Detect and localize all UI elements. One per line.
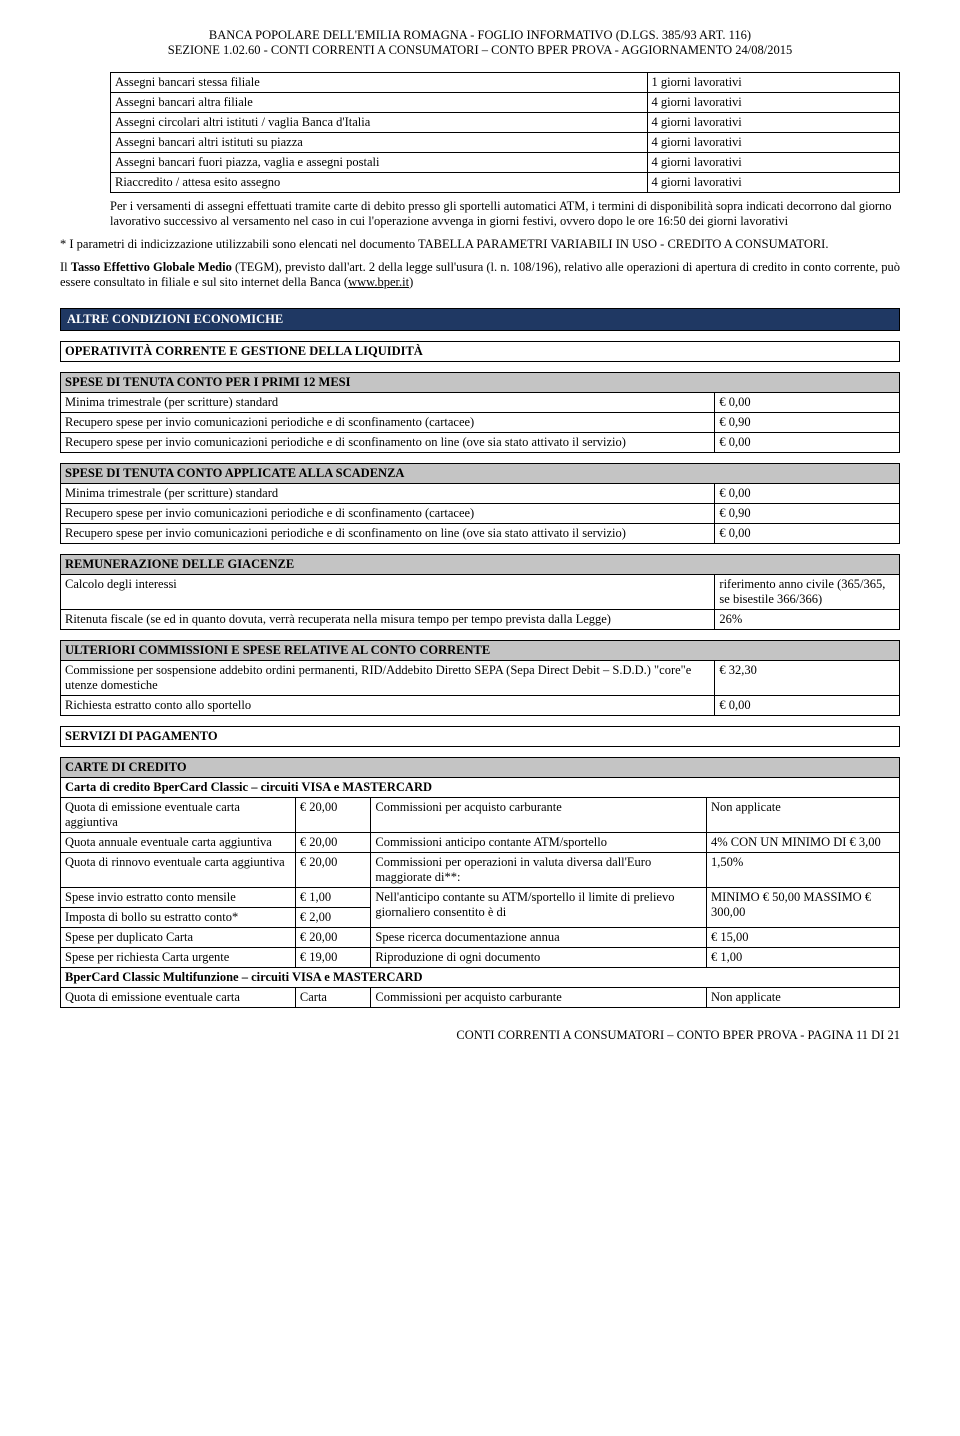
row-value: € 32,30 <box>715 661 900 696</box>
row-label: Calcolo degli interessi <box>61 575 715 610</box>
versamenti-note: Per i versamenti di assegni effettuati t… <box>110 199 900 229</box>
cc-col2: € 20,00 <box>295 853 371 888</box>
altre-condizioni-banner: ALTRE CONDIZIONI ECONOMICHE <box>60 308 900 331</box>
cc-col2: € 20,00 <box>295 798 371 833</box>
cc-col4: 4% CON UN MINIMO DI € 3,00 <box>707 833 900 853</box>
assegni-label: Assegni circolari altri istituti / vagli… <box>111 113 648 133</box>
cc-col3: Riproduzione di ogni documento <box>371 948 707 968</box>
cc-col1: Spese invio estratto conto mensile <box>61 888 296 908</box>
row-value: € 0,00 <box>715 484 900 504</box>
cc-col4: 1,50% <box>707 853 900 888</box>
cc-col1: Quota di rinnovo eventuale carta aggiunt… <box>61 853 296 888</box>
cc-col3: Commissioni per operazioni in valuta div… <box>371 853 707 888</box>
row-value: € 0,90 <box>715 413 900 433</box>
operativita-subsection: OPERATIVITÀ CORRENTE E GESTIONE DELLA LI… <box>60 341 900 362</box>
cc-col4: Non applicate <box>707 988 900 1008</box>
spese-scadenza-header: SPESE DI TENUTA CONTO APPLICATE ALLA SCA… <box>61 464 900 484</box>
row-label: Recupero spese per invio comunicazioni p… <box>61 433 715 453</box>
row-label: Minima trimestrale (per scritture) stand… <box>61 393 715 413</box>
ulteriori-commissioni-table: ULTERIORI COMMISSIONI E SPESE RELATIVE A… <box>60 640 900 716</box>
tegm-post: ) <box>409 275 413 289</box>
row-label: Richiesta estratto conto allo sportello <box>61 696 715 716</box>
assegni-label: Riaccredito / attesa esito assegno <box>111 173 648 193</box>
assegni-label: Assegni bancari stessa filiale <box>111 73 648 93</box>
assegni-value: 4 giorni lavorativi <box>647 93 899 113</box>
assegni-table: Assegni bancari stessa filiale1 giorni l… <box>110 72 900 193</box>
cc-col3: Spese ricerca documentazione annua <box>371 928 707 948</box>
row-label: Minima trimestrale (per scritture) stand… <box>61 484 715 504</box>
assegni-label: Assegni bancari fuori piazza, vaglia e a… <box>111 153 648 173</box>
cc-col2: € 20,00 <box>295 833 371 853</box>
row-value: riferimento anno civile (365/365, se bis… <box>715 575 900 610</box>
cc-col1: Quota annuale eventuale carta aggiuntiva <box>61 833 296 853</box>
tegm-paragraph: Il Tasso Effettivo Globale Medio (TEGM),… <box>60 260 900 290</box>
cc-col2: € 1,00 <box>295 888 371 908</box>
assegni-value: 1 giorni lavorativi <box>647 73 899 93</box>
cc-col1: Spese per richiesta Carta urgente <box>61 948 296 968</box>
cc-col4: MINIMO € 50,00 MASSIMO € 300,00 <box>707 888 900 928</box>
row-value: € 0,00 <box>715 524 900 544</box>
row-value: € 0,00 <box>715 696 900 716</box>
row-value: € 0,00 <box>715 393 900 413</box>
cc-col4: € 15,00 <box>707 928 900 948</box>
row-label: Recupero spese per invio comunicazioni p… <box>61 524 715 544</box>
carte-credito-table: CARTE DI CREDITO Carta di credito BperCa… <box>60 757 900 1008</box>
row-value: 26% <box>715 610 900 630</box>
cc-col2: € 19,00 <box>295 948 371 968</box>
cc-multifunzione-subheader: BperCard Classic Multifunzione – circuit… <box>61 968 900 988</box>
remunerazione-header: REMUNERAZIONE DELLE GIACENZE <box>61 555 900 575</box>
cc-col1: Quota di emissione eventuale carta <box>61 988 296 1008</box>
cc-col1: Imposta di bollo su estratto conto* <box>61 908 296 928</box>
row-value: € 0,00 <box>715 433 900 453</box>
spese-scadenza-table: SPESE DI TENUTA CONTO APPLICATE ALLA SCA… <box>60 463 900 544</box>
tegm-link[interactable]: www.bper.it <box>348 275 409 289</box>
cc-col3: Commissioni anticipo contante ATM/sporte… <box>371 833 707 853</box>
page-footer: CONTI CORRENTI A CONSUMATORI – CONTO BPE… <box>60 1028 900 1043</box>
spese-12mesi-table: SPESE DI TENUTA CONTO PER I PRIMI 12 MES… <box>60 372 900 453</box>
assegni-label: Assegni bancari altra filiale <box>111 93 648 113</box>
cc-col3: Nell'anticipo contante su ATM/sportello … <box>371 888 707 928</box>
cc-col4: Non applicate <box>707 798 900 833</box>
cc-col1: Quota di emissione eventuale carta aggiu… <box>61 798 296 833</box>
row-value: € 0,90 <box>715 504 900 524</box>
cc-col2: Carta <box>295 988 371 1008</box>
cc-col2: € 20,00 <box>295 928 371 948</box>
row-label: Recupero spese per invio comunicazioni p… <box>61 413 715 433</box>
doc-header-line-2: SEZIONE 1.02.60 - CONTI CORRENTI A CONSU… <box>60 43 900 58</box>
doc-header-line-1: BANCA POPOLARE DELL'EMILIA ROMAGNA - FOG… <box>60 28 900 43</box>
assegni-value: 4 giorni lavorativi <box>647 133 899 153</box>
carte-credito-header: CARTE DI CREDITO <box>61 758 900 778</box>
servizi-pagamento-subsection: SERVIZI DI PAGAMENTO <box>60 726 900 747</box>
row-label: Recupero spese per invio comunicazioni p… <box>61 504 715 524</box>
param-star-paragraph: * I parametri di indicizzazione utilizza… <box>60 237 900 252</box>
cc-col3: Commissioni per acquisto carburante <box>371 988 707 1008</box>
tegm-pre: Il <box>60 260 71 274</box>
tegm-bold: Tasso Effettivo Globale Medio <box>71 260 232 274</box>
ulteriori-commissioni-header: ULTERIORI COMMISSIONI E SPESE RELATIVE A… <box>61 641 900 661</box>
assegni-value: 4 giorni lavorativi <box>647 153 899 173</box>
row-label: Commissione per sospensione addebito ord… <box>61 661 715 696</box>
cc-col4: € 1,00 <box>707 948 900 968</box>
spese-12mesi-header: SPESE DI TENUTA CONTO PER I PRIMI 12 MES… <box>61 373 900 393</box>
cc-col1: Spese per duplicato Carta <box>61 928 296 948</box>
cc-classic-subheader: Carta di credito BperCard Classic – circ… <box>61 778 900 798</box>
row-label: Ritenuta fiscale (se ed in quanto dovuta… <box>61 610 715 630</box>
remunerazione-table: REMUNERAZIONE DELLE GIACENZE Calcolo deg… <box>60 554 900 630</box>
cc-col2: € 2,00 <box>295 908 371 928</box>
assegni-label: Assegni bancari altri istituti su piazza <box>111 133 648 153</box>
cc-col3: Commissioni per acquisto carburante <box>371 798 707 833</box>
assegni-value: 4 giorni lavorativi <box>647 173 899 193</box>
assegni-value: 4 giorni lavorativi <box>647 113 899 133</box>
